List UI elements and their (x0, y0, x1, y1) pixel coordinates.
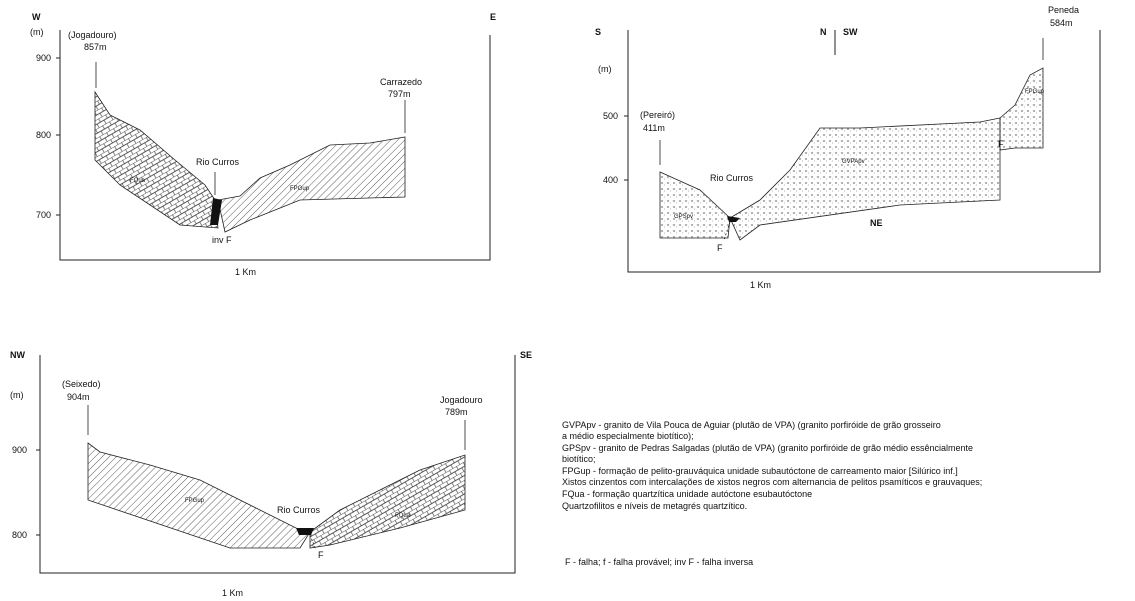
direction: NE (870, 218, 883, 228)
unit: GVPApv (842, 159, 865, 165)
fault-label: F (998, 139, 1004, 149)
elevation: 700 (36, 210, 51, 220)
section-1: W E (m) (Jogadouro) 857m Carrazedo 797m … (30, 12, 496, 277)
elevation: 500 (603, 111, 618, 121)
unit-label: (m) (598, 64, 612, 74)
direction: W (32, 12, 41, 22)
section-2: S N SW Peneda 584m (m) (Pereiró) 411m Ri… (595, 5, 1100, 290)
unit: FQua (395, 513, 411, 519)
place: Carrazedo (380, 77, 422, 87)
legend-line: biotítico; (562, 454, 596, 464)
altitude: 904m (67, 392, 90, 402)
direction: E (490, 12, 496, 22)
river: Rio Curros (710, 173, 754, 183)
fault-label: F (717, 243, 723, 253)
legend-line: Quartzofilitos e níveis de metagrés quar… (562, 501, 747, 511)
geological-sections: W E (m) (Jogadouro) 857m Carrazedo 797m … (0, 0, 1135, 601)
altitude: 584m (1050, 18, 1073, 28)
legend-line: Xistos cinzentos com intercalações de xi… (562, 477, 982, 487)
unit: FQua (130, 178, 146, 184)
unit: FPGup (290, 186, 310, 192)
elevation: 800 (12, 530, 27, 540)
legend-line: GVPApv - granito de Vila Pouca de Aguiar… (562, 420, 941, 430)
legend-line: a médio especialmente biotítico); (562, 431, 694, 441)
unit-label: (m) (30, 27, 44, 37)
unit-fpgup (88, 443, 310, 548)
valley (296, 528, 314, 535)
place: (Seixedo) (62, 379, 101, 389)
direction: SE (520, 350, 532, 360)
scale: 1 Km (750, 280, 771, 290)
altitude: 857m (84, 42, 107, 52)
elevation: 900 (12, 445, 27, 455)
scale: 1 Km (222, 588, 243, 598)
place: Jogadouro (440, 395, 483, 405)
river: Rio Curros (196, 157, 240, 167)
scale: 1 Km (235, 267, 256, 277)
section-3: NW SE (m) (Seixedo) 904m Jogadouro 789m … (10, 350, 532, 598)
unit: FPGup (1025, 89, 1045, 95)
legend-line: GPSpv - granito de Pedras Salgadas (plut… (562, 443, 973, 453)
direction: N (820, 27, 827, 37)
elevation: 400 (603, 175, 618, 185)
altitude: 789m (445, 407, 468, 417)
legend: GVPApv - granito de Vila Pouca de Aguiar… (562, 420, 982, 567)
unit: GPSpv (674, 214, 693, 220)
elevation: 800 (36, 130, 51, 140)
unit-gvpapv (730, 118, 1000, 240)
legend-line: FQua - formação quartzítica unidade autó… (562, 489, 812, 499)
river: Rio Curros (277, 505, 321, 515)
unit-fpgup (218, 137, 405, 232)
altitude: 411m (643, 123, 665, 133)
place: (Pereiró) (640, 110, 675, 120)
direction: S (595, 27, 601, 37)
elevation: 900 (36, 53, 51, 63)
altitude: 797m (388, 89, 411, 99)
legend-line: F - falha; f - falha provável; inv F - f… (565, 557, 753, 567)
legend-line: FPGup - formação de pelito-grauváquica u… (562, 466, 958, 476)
place: Peneda (1048, 5, 1079, 15)
direction: NW (10, 350, 25, 360)
unit-label: (m) (10, 390, 24, 400)
unit-fqua (310, 455, 465, 548)
unit-fpgup (1000, 68, 1043, 150)
direction: SW (843, 27, 858, 37)
place: (Jogadouro) (68, 30, 117, 40)
fault-label: F (318, 550, 324, 560)
fault-label: inv F (212, 235, 232, 245)
unit: FPGup (185, 498, 205, 504)
